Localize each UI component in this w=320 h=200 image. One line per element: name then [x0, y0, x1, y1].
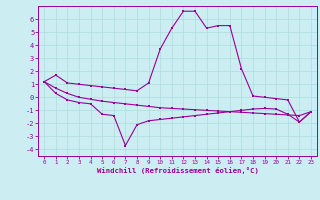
- X-axis label: Windchill (Refroidissement éolien,°C): Windchill (Refroidissement éolien,°C): [97, 167, 259, 174]
